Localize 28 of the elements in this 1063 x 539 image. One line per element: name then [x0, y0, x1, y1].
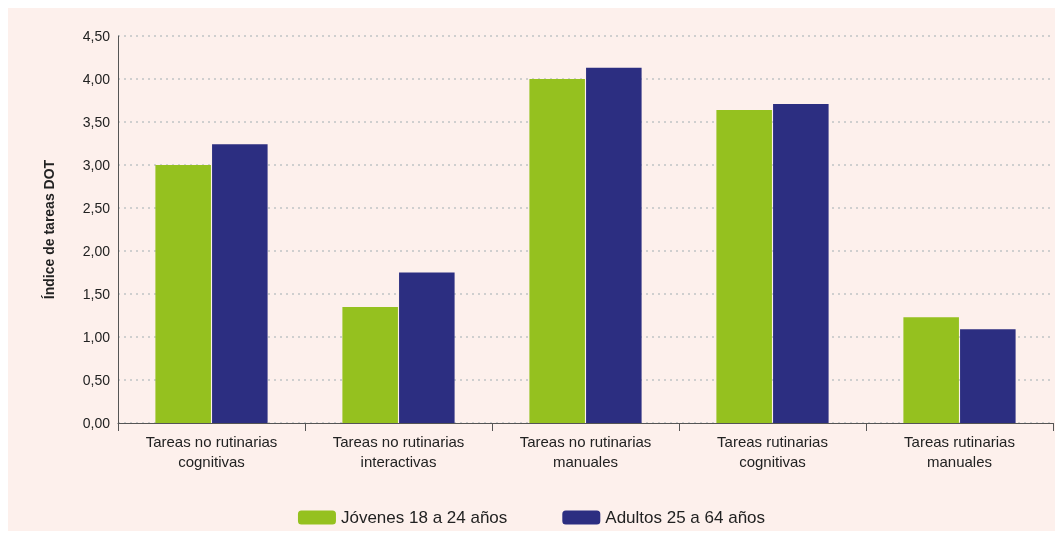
y-tick-label: 0,00	[82, 415, 111, 431]
y-tick-label: 3,50	[82, 114, 111, 130]
y-axis-title: Índice de tareas DOT	[41, 159, 57, 300]
y-tick-label: 2,50	[82, 200, 111, 216]
x-tick-label: Tareas no rutinarias cognitivas	[145, 432, 278, 470]
bar	[716, 109, 772, 423]
bar	[903, 317, 959, 423]
legend-label: Adultos 25 a 64 años	[605, 508, 766, 527]
bar	[586, 67, 642, 423]
y-tick-label: 2,00	[82, 243, 111, 259]
y-tick-label: 1,50	[82, 286, 111, 302]
bar	[960, 329, 1016, 423]
y-tick-label: 4,50	[82, 28, 111, 44]
y-tick-label: 0,50	[82, 372, 111, 388]
y-tick-label: 4,00	[82, 71, 111, 87]
y-tick-label: 3,00	[82, 157, 111, 173]
y-tick-label: 1,00	[82, 329, 111, 345]
x-tick-label: Tareas rutinarias manuales	[904, 432, 1015, 470]
bar	[773, 103, 829, 423]
bar	[529, 79, 585, 423]
x-tick-label: Tareas no rutinarias interactivas	[332, 432, 465, 470]
bar	[155, 165, 211, 423]
bar	[342, 306, 398, 423]
bar	[399, 272, 455, 423]
legend-label: Jóvenes 18 a 24 años	[340, 508, 508, 527]
x-tick-label: Tareas no rutinarias manuales	[519, 432, 652, 470]
bar	[212, 144, 268, 423]
x-tick-label: Tareas rutinarias cognitivas	[717, 432, 828, 470]
